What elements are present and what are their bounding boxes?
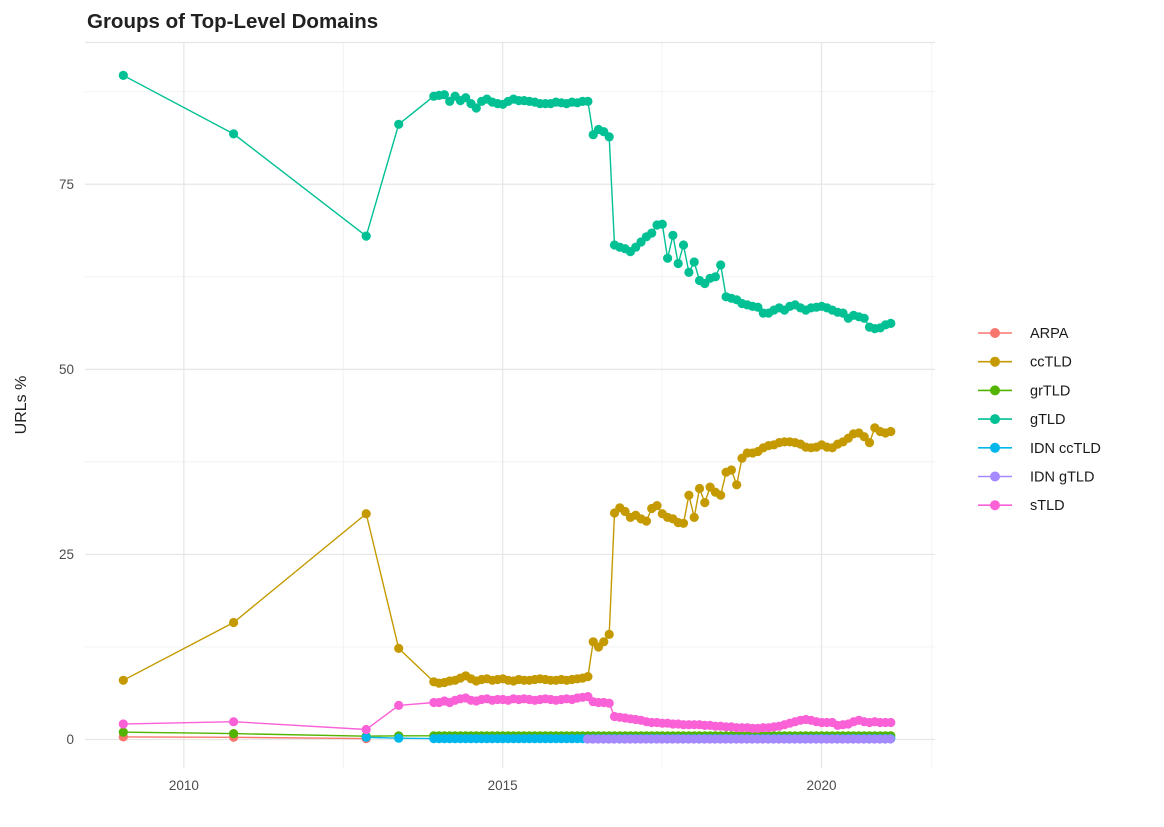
data-point (678, 240, 689, 250)
y-axis-title: URLs % (13, 376, 30, 435)
gridlines-minor (85, 42, 935, 768)
data-point (726, 465, 737, 475)
data-point (732, 480, 742, 490)
data-point (439, 90, 449, 100)
legend-item-gtld: gTLD (978, 412, 1065, 428)
series-line-cctld (122, 426, 891, 684)
data-series (118, 70, 896, 744)
data-point (647, 228, 657, 238)
data-point (118, 727, 128, 737)
x-tick-label: 2010 (169, 778, 199, 793)
data-point (859, 313, 869, 323)
data-point (583, 96, 593, 106)
series-cctld (118, 423, 896, 688)
data-point (716, 260, 726, 270)
data-point (229, 717, 239, 727)
data-point (641, 516, 652, 526)
data-point (229, 617, 239, 628)
legend-label: IDN gTLD (1030, 470, 1094, 486)
data-point (668, 230, 678, 240)
data-point (859, 432, 869, 442)
series-stld (118, 692, 896, 735)
data-point (394, 700, 404, 711)
legend-item-idn-cctld: IDN ccTLD (978, 441, 1101, 457)
legend-item-cctld: ccTLD (978, 355, 1072, 371)
legend-key-dot (990, 471, 1000, 482)
legend-label: gTLD (1030, 412, 1065, 428)
data-point (394, 643, 404, 654)
data-point (700, 498, 710, 508)
legend-item-grtld: grTLD (978, 383, 1070, 399)
series-line-gtld (122, 74, 891, 330)
data-point (886, 318, 896, 328)
data-point (471, 103, 481, 113)
data-point (361, 724, 371, 735)
data-point (663, 253, 673, 263)
legend-label: IDN ccTLD (1030, 441, 1101, 457)
data-point (599, 637, 609, 647)
data-point (885, 734, 896, 744)
axis-tick-labels: 0 25 50 75 2010 2015 2020 (59, 177, 837, 793)
data-point (361, 509, 371, 519)
y-tick-label: 50 (59, 362, 74, 377)
legend-label: ccTLD (1030, 355, 1072, 371)
series-line-arpa (123, 736, 367, 740)
chart-title: Groups of Top-Level Domains (87, 10, 378, 33)
legend-key-dot (990, 385, 1000, 396)
legend-key-dot (990, 500, 1000, 511)
legend-item-arpa: ARPA (978, 326, 1069, 342)
data-point (689, 257, 699, 267)
gridlines-major (85, 41, 935, 768)
data-point (361, 231, 371, 241)
series-gtld (118, 70, 896, 334)
data-point (716, 490, 726, 500)
data-point (461, 93, 471, 103)
data-point (118, 70, 128, 80)
data-point (604, 132, 614, 142)
data-point (583, 672, 593, 682)
data-point (620, 506, 630, 517)
data-point (118, 719, 128, 729)
data-point (684, 490, 694, 500)
x-tick-label: 2015 (488, 778, 518, 793)
data-point (694, 483, 705, 494)
data-point (678, 518, 689, 528)
legend-key-dot (990, 442, 1000, 453)
y-tick-label: 0 (66, 732, 74, 747)
legend-label: grTLD (1030, 383, 1070, 399)
data-point (604, 698, 614, 708)
data-point (229, 129, 239, 139)
legend-item-stld: sTLD (978, 498, 1065, 514)
legend-key-dot (990, 328, 1000, 338)
legend-label: sTLD (1030, 498, 1065, 514)
data-point (753, 302, 763, 312)
data-point (886, 717, 896, 728)
y-tick-label: 75 (59, 177, 74, 192)
data-point (652, 501, 662, 511)
data-point (673, 258, 683, 269)
data-point (689, 512, 699, 523)
data-point (118, 675, 128, 685)
data-point (684, 267, 694, 277)
data-point (864, 438, 875, 448)
data-point (394, 119, 404, 129)
legend-label: ARPA (1030, 326, 1069, 342)
legend-key-dot (990, 356, 1000, 367)
data-point (657, 219, 667, 229)
y-tick-label: 25 (59, 547, 74, 562)
data-point (604, 629, 614, 640)
data-point (886, 426, 896, 437)
legend-item-idn-gtld: IDN gTLD (978, 470, 1094, 486)
series-idn-gtld (582, 734, 896, 744)
data-point (229, 729, 239, 739)
data-point (394, 733, 404, 743)
legend: ARPA ccTLD grTLD gTLD IDN ccTLD IDN gTLD sTLD (978, 326, 1101, 514)
legend-key-dot (990, 414, 1000, 425)
x-tick-label: 2020 (806, 778, 836, 793)
data-point (710, 272, 721, 282)
data-point (361, 732, 371, 742)
